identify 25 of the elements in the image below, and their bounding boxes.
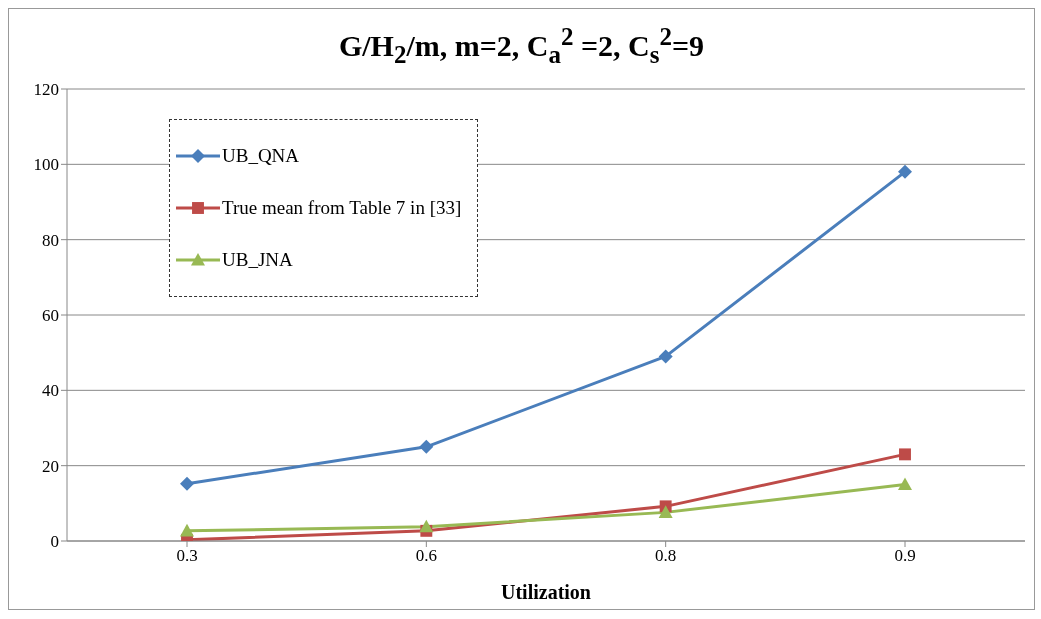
x-tick-label: 0.6 xyxy=(415,546,437,566)
x-tick-label: 0.3 xyxy=(176,546,198,566)
x-tick-label: 0.8 xyxy=(655,546,677,566)
chart-title: G/H$_{2}$/m, m=2, C$_{a}$$^{2}$ =2, C$_{s}$$^{2}$=9 xyxy=(338,23,705,68)
y-tick-label: 60 xyxy=(42,306,59,326)
x-axis-title: Utilization xyxy=(501,581,591,603)
point xyxy=(658,349,673,364)
point xyxy=(419,439,434,454)
y-tick-label: 40 xyxy=(42,381,59,401)
legend-label: UB_JNA xyxy=(222,249,293,271)
point xyxy=(899,448,911,461)
y-tick-label: 120 xyxy=(33,80,59,100)
y-tick-label: 20 xyxy=(42,456,59,476)
y-tick-label: 100 xyxy=(33,155,59,175)
point xyxy=(898,477,912,491)
legend-label: UB_QNA xyxy=(222,145,300,167)
point xyxy=(898,164,912,179)
y-tick-label: 80 xyxy=(42,230,59,250)
point xyxy=(180,523,194,537)
x-tick-label: 0.9 xyxy=(894,546,916,566)
point xyxy=(180,476,194,491)
y-tick-label: 0 xyxy=(50,532,59,552)
legend-label: True mean from Table 7 in [33] xyxy=(222,197,462,219)
point xyxy=(658,505,673,518)
point xyxy=(419,519,434,533)
